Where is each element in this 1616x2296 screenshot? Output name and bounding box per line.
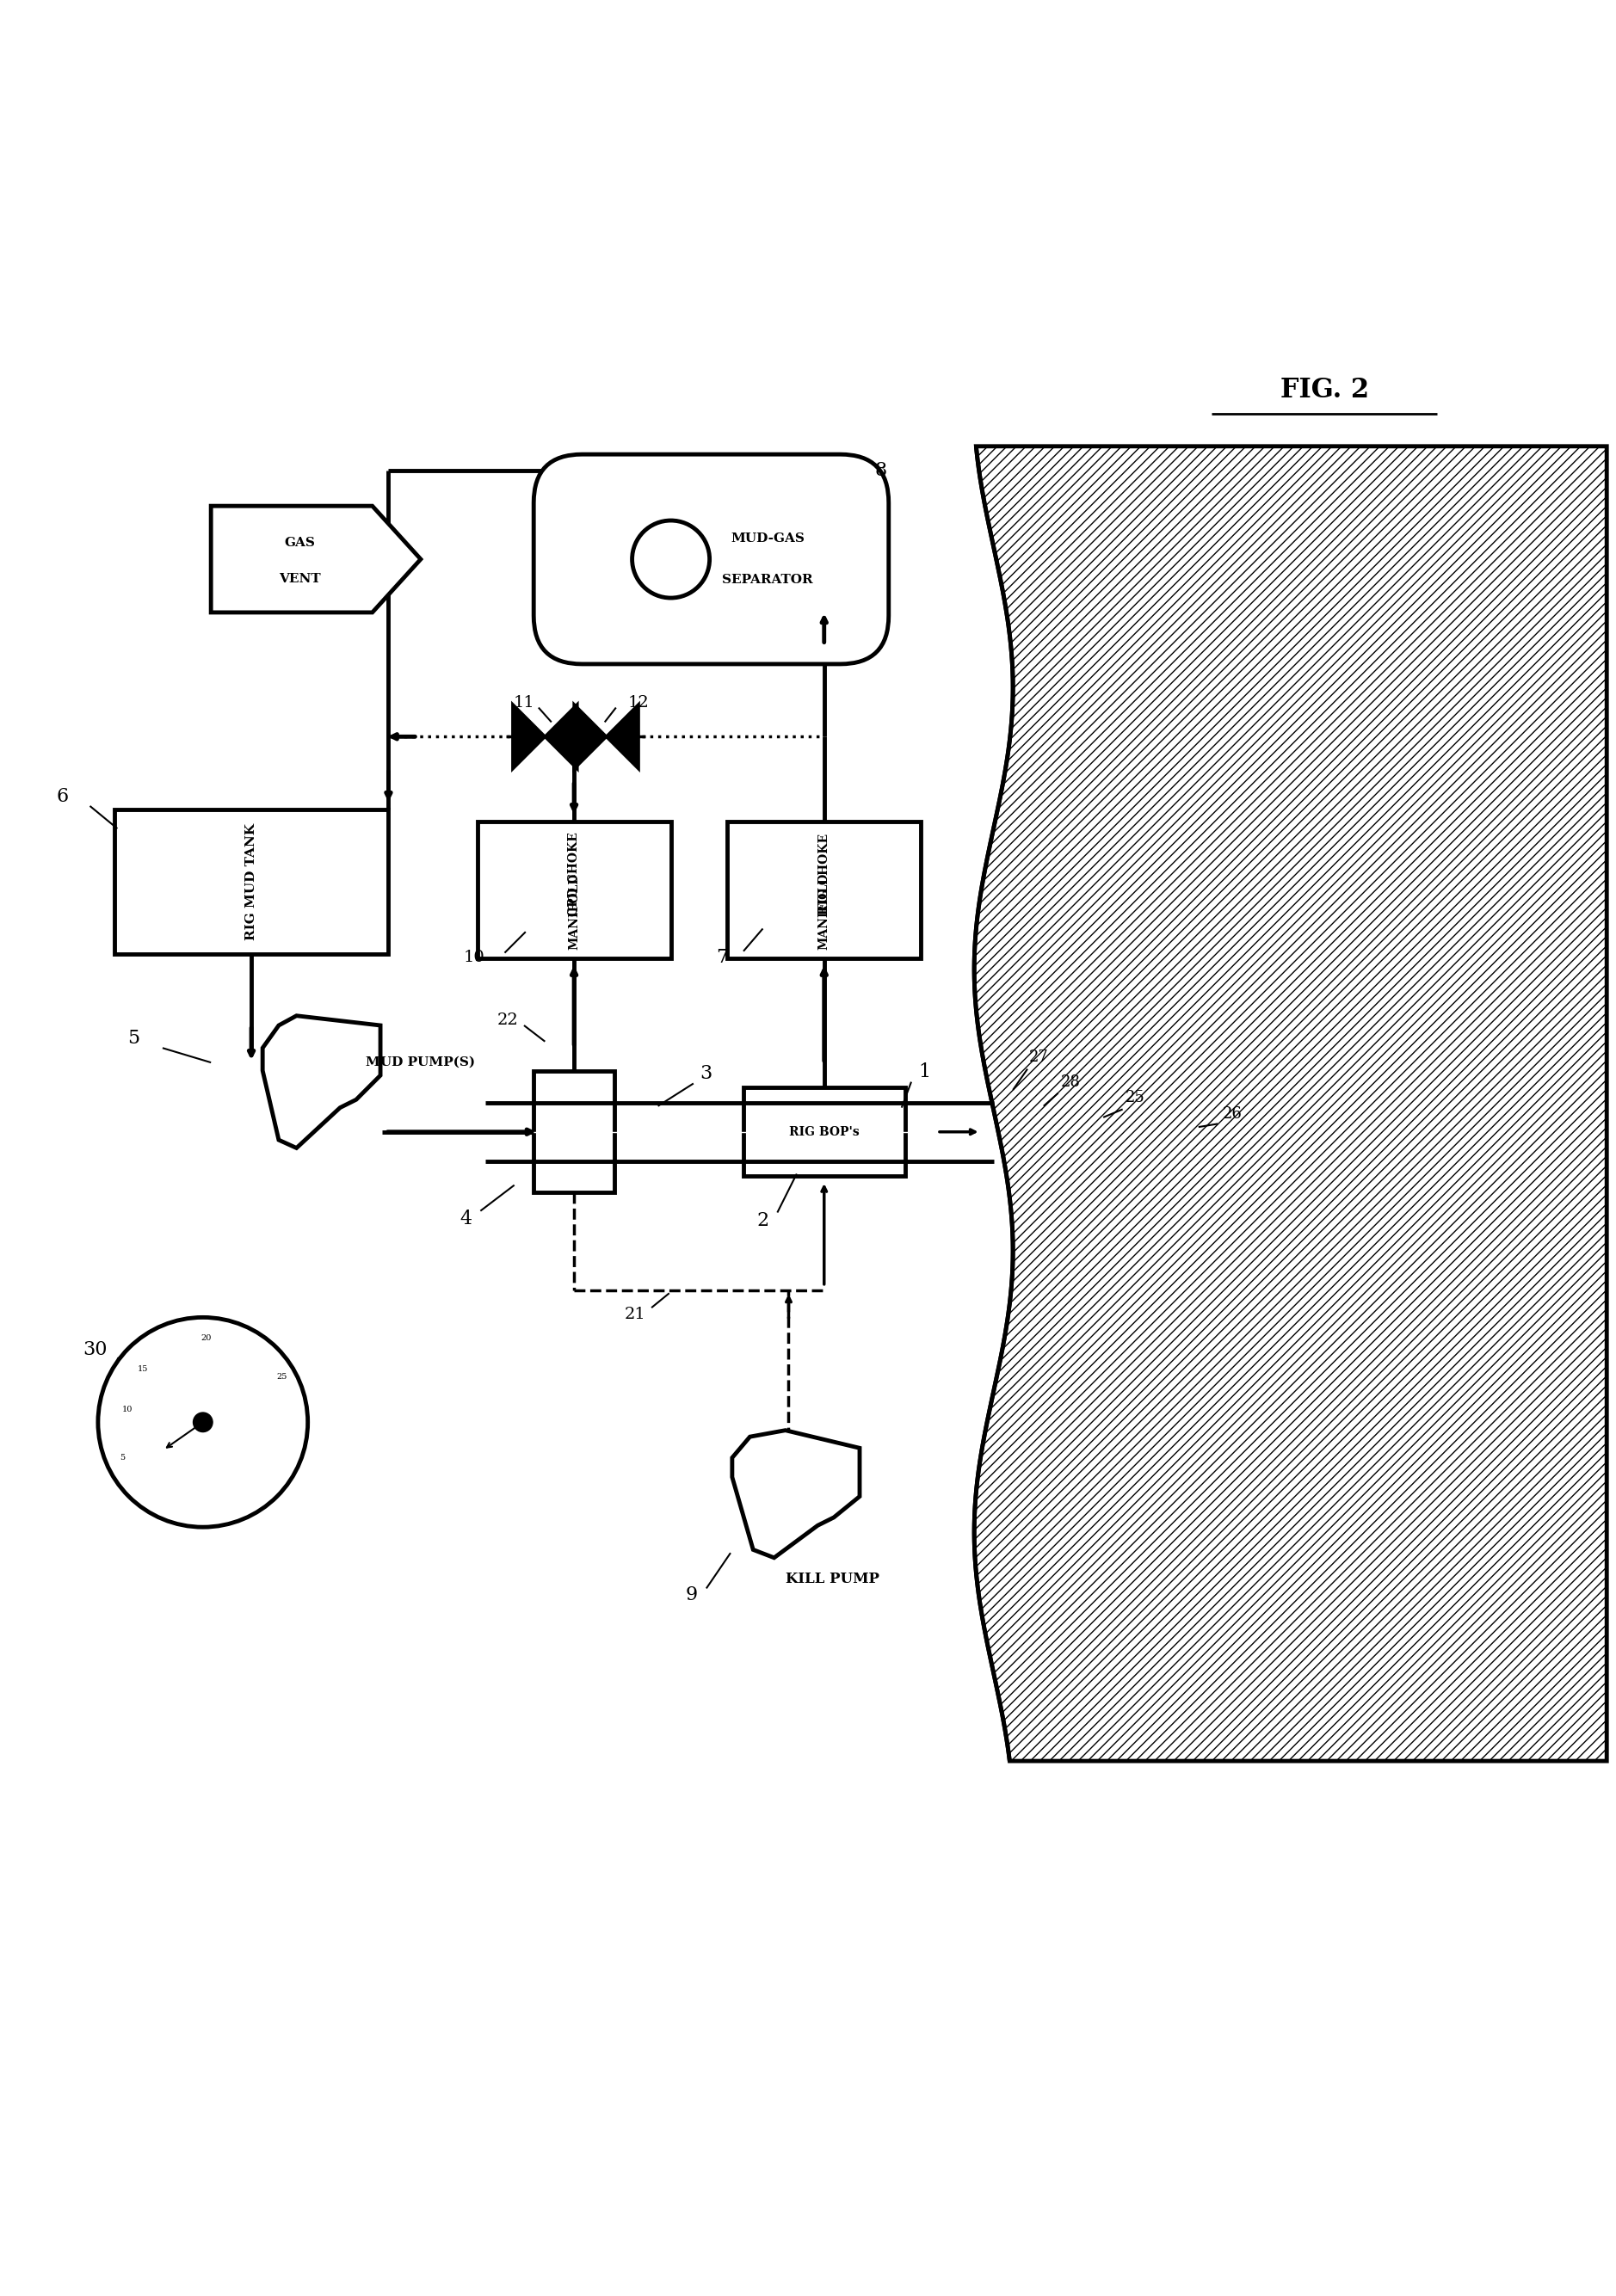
Text: GAS: GAS <box>284 537 315 549</box>
Text: 6: 6 <box>57 788 68 806</box>
FancyBboxPatch shape <box>477 822 671 957</box>
Text: 25: 25 <box>1126 1091 1146 1107</box>
Polygon shape <box>974 445 1606 1761</box>
Polygon shape <box>606 705 638 769</box>
Text: 4: 4 <box>461 1210 472 1228</box>
Text: 2: 2 <box>756 1210 769 1231</box>
Text: 10: 10 <box>121 1405 133 1414</box>
Text: MUD PUMP(S): MUD PUMP(S) <box>367 1056 475 1068</box>
Polygon shape <box>212 505 420 613</box>
Text: 8: 8 <box>874 461 887 480</box>
Text: VENT: VENT <box>280 572 320 585</box>
Text: 28: 28 <box>1062 1075 1081 1091</box>
Text: 22: 22 <box>498 1013 519 1029</box>
Polygon shape <box>512 705 545 769</box>
Text: MANIFOLD: MANIFOLD <box>567 872 580 948</box>
FancyBboxPatch shape <box>743 1088 905 1176</box>
Text: 21: 21 <box>625 1306 646 1322</box>
Polygon shape <box>262 1015 380 1148</box>
Text: 1: 1 <box>918 1063 931 1081</box>
Text: 20: 20 <box>200 1334 212 1343</box>
Text: FIG. 2: FIG. 2 <box>1280 377 1369 404</box>
Circle shape <box>632 521 709 597</box>
FancyBboxPatch shape <box>533 1072 614 1192</box>
Polygon shape <box>732 1430 860 1557</box>
FancyBboxPatch shape <box>115 808 388 955</box>
Text: MANIFOLD: MANIFOLD <box>818 872 831 948</box>
Text: MUD-GAS: MUD-GAS <box>730 533 805 544</box>
Text: 27: 27 <box>1029 1049 1049 1065</box>
Text: RIG CHOKE: RIG CHOKE <box>818 833 831 914</box>
Text: 26: 26 <box>1223 1107 1243 1123</box>
Text: CPD CHOKE: CPD CHOKE <box>567 831 580 916</box>
Text: 9: 9 <box>685 1584 698 1605</box>
Text: 5: 5 <box>120 1453 124 1463</box>
Circle shape <box>99 1318 307 1527</box>
Polygon shape <box>545 705 577 769</box>
FancyBboxPatch shape <box>533 455 889 664</box>
Text: SEPARATOR: SEPARATOR <box>722 574 813 585</box>
Text: 15: 15 <box>137 1366 149 1373</box>
Text: 11: 11 <box>514 696 535 709</box>
Circle shape <box>194 1412 213 1433</box>
Text: 5: 5 <box>128 1029 139 1047</box>
Text: 7: 7 <box>716 948 729 967</box>
Polygon shape <box>574 705 606 769</box>
FancyBboxPatch shape <box>727 822 921 957</box>
Text: 30: 30 <box>82 1341 107 1359</box>
Text: 10: 10 <box>464 951 485 964</box>
Text: RIG MUD TANK: RIG MUD TANK <box>246 824 257 941</box>
Text: 25: 25 <box>276 1373 288 1380</box>
Text: KILL PUMP: KILL PUMP <box>785 1570 879 1587</box>
Text: 3: 3 <box>700 1065 713 1084</box>
Text: 12: 12 <box>629 696 650 709</box>
Text: RIG BOP's: RIG BOP's <box>789 1125 860 1139</box>
